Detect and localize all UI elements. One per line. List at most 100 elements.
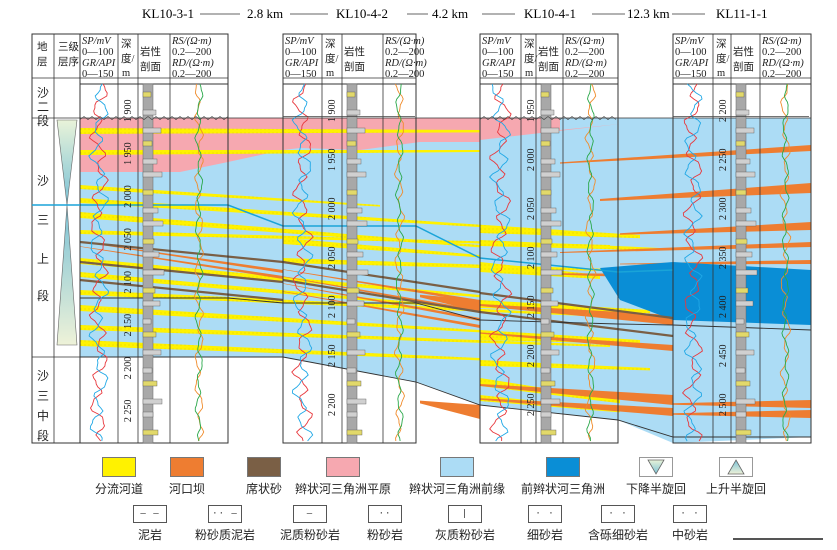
lithology-bed bbox=[142, 429, 159, 436]
lithology-bed bbox=[540, 300, 559, 307]
header-gr-range: 0—150 bbox=[285, 69, 317, 80]
swatch-sheet-sand bbox=[247, 457, 281, 477]
well-name-2: KL10-4-2 bbox=[336, 6, 388, 21]
lithology-bed bbox=[346, 91, 356, 98]
header-depth-unit: m bbox=[326, 68, 334, 79]
rising-half-cycle-icon bbox=[56, 204, 78, 346]
unconformity-wave bbox=[479, 116, 617, 120]
argillaceous-siltstone-pattern-icon: —······· bbox=[293, 505, 327, 523]
legend-calcareous-siltstone: | ···· 灰质粉砂岩 bbox=[425, 505, 505, 543]
header-depth-unit: m bbox=[525, 68, 533, 79]
mouth-bar-lens bbox=[480, 384, 673, 405]
header-sequence: 层序 bbox=[58, 55, 79, 68]
legend-label: 含砾细砂岩 bbox=[587, 528, 648, 542]
calcareous-siltstone-pattern-icon: | ···· bbox=[448, 505, 482, 523]
sand-dot-pattern bbox=[480, 225, 640, 239]
depth-tick-label: 2 400 bbox=[718, 296, 729, 319]
depth-tick-label: 2 050 bbox=[123, 228, 134, 251]
legend-argillaceous-siltstone: —······· 泥质粉砂岩 bbox=[270, 505, 350, 543]
sp-curve bbox=[291, 83, 314, 442]
depth-tick-label: 2 200 bbox=[526, 345, 537, 368]
header-rd-range: 0.2—200 bbox=[565, 69, 604, 80]
header-rd: RD/(Ω·m) bbox=[761, 58, 804, 69]
sheet-sand-line bbox=[79, 240, 284, 264]
lithology-bed bbox=[735, 287, 749, 294]
header-depth: 度/ bbox=[524, 52, 537, 65]
title-row: KL10-3-1 2.8 km KL10-4-2 4.2 km KL10-4-1… bbox=[142, 6, 768, 21]
header-gr-range: 0—150 bbox=[482, 69, 514, 80]
sand-dot-pattern bbox=[80, 340, 480, 361]
well-name-1: KL10-3-1 bbox=[142, 6, 194, 21]
header-sp: SP/mV bbox=[482, 36, 512, 47]
header-lithology: 剖面 bbox=[344, 60, 365, 73]
legend-label: 席状砂 bbox=[245, 482, 282, 496]
depth-tick-label: 2 350 bbox=[718, 247, 729, 270]
lithology-bed bbox=[346, 300, 365, 307]
lithology-bed bbox=[735, 367, 746, 374]
sp-curve bbox=[681, 83, 704, 442]
depth-tick-label: 1 950 bbox=[526, 100, 537, 123]
lithology-bed bbox=[735, 429, 752, 436]
lithology-bed bbox=[735, 171, 756, 178]
header-sp-range: 0—100 bbox=[285, 47, 317, 58]
legend-label: 中砂岩 bbox=[671, 528, 708, 542]
lithology-bed bbox=[735, 189, 747, 196]
legend-sheet-sand: 席状砂 bbox=[229, 457, 299, 497]
header-lithology: 岩性 bbox=[344, 45, 365, 58]
lithology-bed bbox=[142, 109, 157, 116]
lithology-bed bbox=[142, 367, 153, 374]
lithology-bed bbox=[142, 300, 161, 307]
sand-dot-pattern bbox=[80, 198, 560, 232]
well-3 bbox=[479, 33, 619, 444]
distance-1: 2.8 km bbox=[247, 6, 283, 21]
lithology-bed bbox=[735, 238, 748, 245]
depth-tick-label: 2 150 bbox=[123, 314, 134, 337]
mouth-bar-lens bbox=[480, 304, 673, 325]
sheet-sand-line bbox=[282, 278, 481, 314]
legend-label: 下降半旋回 bbox=[625, 482, 686, 496]
swatch-delta-plain bbox=[326, 457, 360, 477]
lithology-bed bbox=[540, 127, 560, 134]
mouth-bar-lens bbox=[480, 332, 673, 351]
sand-dot-pattern bbox=[80, 185, 380, 207]
rd-curve bbox=[586, 83, 595, 441]
header-lithology: 剖面 bbox=[733, 60, 754, 73]
legend-pebbly-fine-sandstone: · · · · 含砾细砂岩 bbox=[578, 505, 658, 543]
lithology-bed bbox=[142, 207, 159, 214]
sp-curve bbox=[88, 83, 109, 442]
swatch-distributary-channel bbox=[102, 457, 136, 477]
legend-label: 灰质粉砂岩 bbox=[434, 528, 495, 542]
lithology-bed bbox=[346, 287, 360, 294]
lithology-bed bbox=[142, 158, 158, 165]
legend-label: 粉砂质泥岩 bbox=[194, 528, 255, 542]
depth-tick-label: 2 150 bbox=[526, 296, 537, 319]
mudstone-pattern-icon: — — — bbox=[133, 505, 167, 523]
header-depth-unit: m bbox=[122, 68, 130, 79]
rs-curve bbox=[193, 83, 205, 442]
lithology-bed bbox=[540, 158, 556, 165]
legend-label: 分流河道 bbox=[94, 482, 143, 496]
lithology-bed bbox=[346, 127, 366, 134]
depth-tick-label: 2 500 bbox=[718, 394, 729, 417]
well-1 bbox=[79, 33, 229, 444]
lithology-column bbox=[142, 83, 154, 444]
lithology-bed bbox=[142, 380, 158, 387]
swatch-delta-front bbox=[440, 457, 474, 477]
unit-label: 三 bbox=[37, 389, 49, 403]
lithology-bed bbox=[346, 380, 362, 387]
medium-sandstone-pattern-icon: · · · bbox=[673, 505, 707, 523]
header-rs-range: 0.2—200 bbox=[565, 47, 604, 58]
mouth-bar-lens bbox=[560, 145, 811, 164]
rs-curve bbox=[779, 83, 792, 442]
header-stratum: 地 bbox=[37, 40, 48, 53]
sand-dot-pattern bbox=[80, 305, 480, 333]
gr-curve bbox=[88, 83, 109, 442]
gr-curve bbox=[683, 83, 703, 442]
legend-distributary-channel: 分流河道 bbox=[84, 457, 154, 497]
header-sp-range: 0—100 bbox=[675, 47, 707, 58]
lithology-bed bbox=[346, 238, 359, 245]
mouth-bar-lens bbox=[600, 183, 811, 201]
scale-bar bbox=[733, 538, 823, 540]
wells bbox=[31, 33, 812, 444]
header-lithology: 岩性 bbox=[733, 45, 754, 58]
